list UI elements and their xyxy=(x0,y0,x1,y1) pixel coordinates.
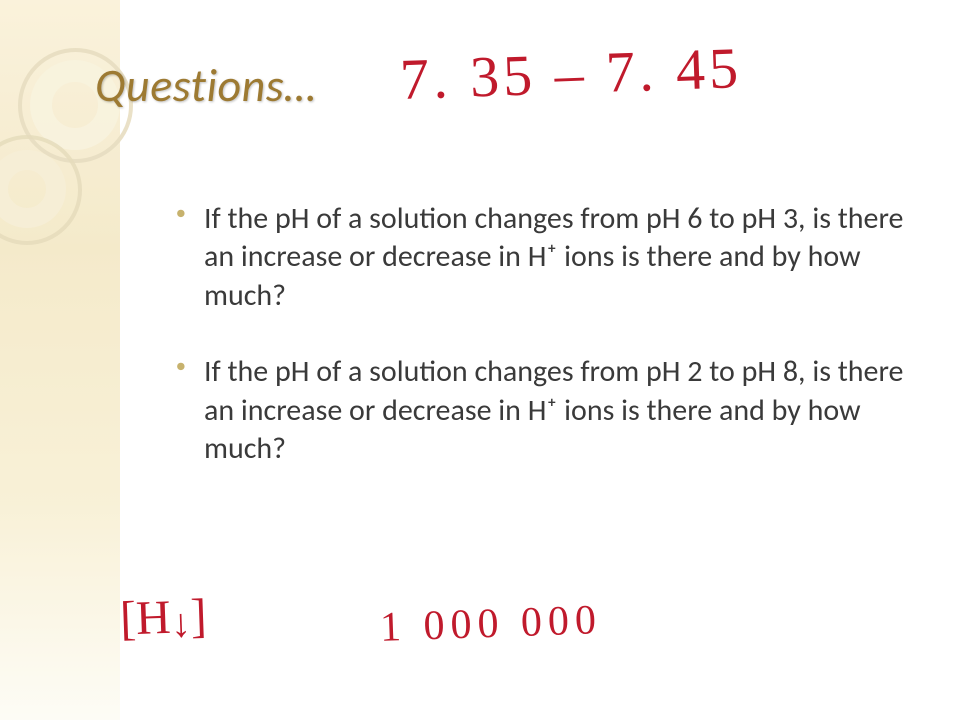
handwriting-top: 7. 35 – 7. 45 xyxy=(399,34,743,113)
bullet-item: If the pH of a solution changes from pH … xyxy=(170,200,910,315)
slide-title: Questions… xyxy=(95,58,316,114)
bullet-item: If the pH of a solution changes from pH … xyxy=(170,353,910,468)
slide-body: If the pH of a solution changes from pH … xyxy=(170,200,910,506)
handwriting-bottom-right: 1 000 000 xyxy=(379,596,603,652)
handwriting-bottom-left: [H↓] xyxy=(119,589,208,647)
